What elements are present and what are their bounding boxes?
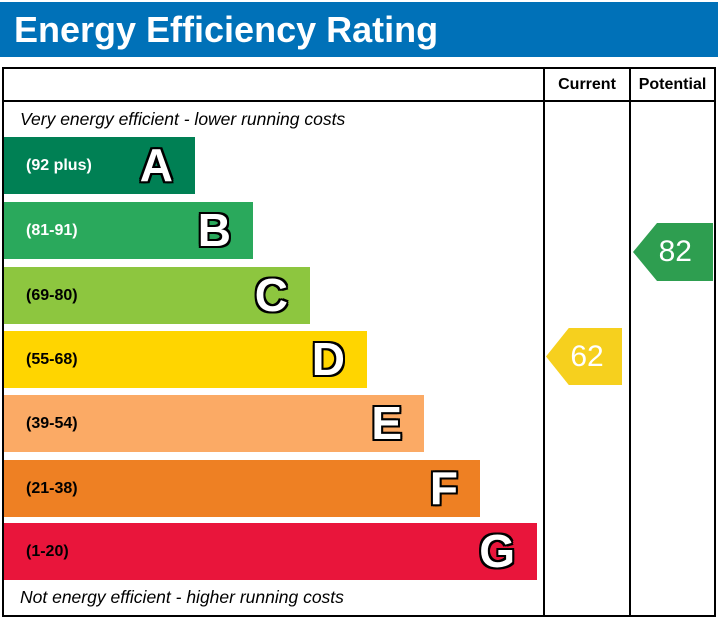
band-f: (21-38) F xyxy=(4,460,480,517)
rating-table: Very energy efficient - lower running co… xyxy=(2,67,716,617)
band-d: (55-68) D xyxy=(4,331,367,388)
band-f-letter: F xyxy=(429,462,458,514)
bands-column: Very energy efficient - lower running co… xyxy=(4,69,543,615)
bands-area: Very energy efficient - lower running co… xyxy=(4,102,543,615)
top-note: Very energy efficient - lower running co… xyxy=(20,109,346,129)
potential-column: Potential 82 xyxy=(629,69,714,615)
potential-rating-arrow: 82 xyxy=(633,223,713,281)
band-b: (81-91) B xyxy=(4,202,253,259)
potential-column-header: Potential xyxy=(631,69,714,102)
band-c-letter: C xyxy=(254,269,288,321)
title-bar: Energy Efficiency Rating xyxy=(0,2,718,57)
band-a-letter: A xyxy=(139,139,173,191)
current-column-body: 62 xyxy=(545,102,629,615)
band-a: (92 plus) A xyxy=(4,137,195,194)
band-e-range: (39-54) xyxy=(26,414,78,432)
current-column-header: Current xyxy=(545,69,629,102)
band-c: (69-80) C xyxy=(4,267,310,324)
current-rating-value: 62 xyxy=(570,339,604,373)
potential-column-body: 82 xyxy=(631,102,714,615)
band-b-range: (81-91) xyxy=(26,221,78,239)
bands-column-header-empty xyxy=(4,69,543,102)
band-b-letter: B xyxy=(197,204,231,256)
band-f-range: (21-38) xyxy=(26,479,78,497)
current-column: Current 62 xyxy=(543,69,629,615)
band-e: (39-54) E xyxy=(4,395,424,452)
current-rating-arrow: 62 xyxy=(546,328,622,385)
band-g-range: (1-20) xyxy=(26,542,69,560)
bottom-note: Not energy efficient - higher running co… xyxy=(20,587,344,607)
page-title: Energy Efficiency Rating xyxy=(14,8,439,50)
band-c-range: (69-80) xyxy=(26,286,78,304)
band-g: (1-20) G xyxy=(4,523,537,580)
band-d-letter: D xyxy=(311,333,345,385)
potential-rating-value: 82 xyxy=(658,235,692,268)
band-g-letter: G xyxy=(479,525,515,577)
band-e-letter: E xyxy=(371,397,402,449)
band-a-range: (92 plus) xyxy=(26,156,92,174)
band-d-range: (55-68) xyxy=(26,350,78,368)
